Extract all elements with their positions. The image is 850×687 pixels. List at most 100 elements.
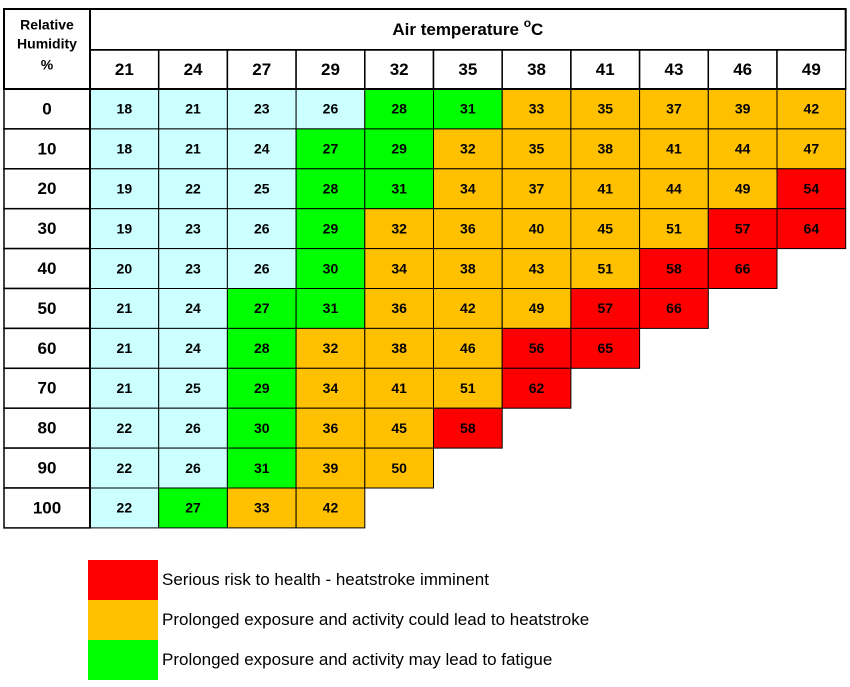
cell-value-label: 22 [185,180,201,196]
cell-value-label: 47 [804,141,820,157]
heat-cell [501,248,572,290]
heat-cell [364,168,434,210]
cell-value-label: 24 [185,300,201,316]
cell-value-label: 27 [185,500,201,516]
row-header-cell [3,447,91,489]
heat-cell [639,88,709,130]
cell-value-label: 23 [254,101,270,117]
heat-cell [501,88,572,130]
cell-value-label: 62 [529,380,545,396]
heat-cell [295,487,366,529]
cell-value-label: 29 [391,141,407,157]
heat-cell [158,248,228,290]
heat-cell [226,128,297,170]
cell-value-label: 21 [117,340,133,356]
cell-value-label: 65 [597,340,613,356]
row-header-label: % [41,57,54,73]
heat-cell [433,288,503,329]
cell-value-label: 36 [460,220,476,236]
heat-cell [226,487,297,529]
heat-cell [295,327,366,369]
legend-swatch-red [88,560,158,600]
column-header-cell [295,49,366,90]
heat-cell [295,168,366,210]
y-tick-label: 70 [38,379,57,398]
cell-value-label: 38 [597,141,613,157]
heat-cell [295,88,366,130]
heat-cell [570,288,641,329]
cell-value-label: 45 [391,420,407,436]
cell-value-label: 44 [666,180,682,196]
cell-value-label: 21 [185,141,201,157]
cell-value-label: 27 [254,300,270,316]
heat-cell [226,367,297,409]
heat-cell [226,208,297,250]
cell-value-label: 36 [391,300,407,316]
x-tick-label: 43 [664,60,683,79]
cell-value-label: 26 [254,220,270,236]
legend-label: Prolonged exposure and activity could le… [162,610,590,629]
x-tick-label: 21 [115,60,134,79]
y-tick-label: 0 [42,99,51,118]
cell-value-label: 34 [391,260,407,276]
heat-cell [295,367,366,409]
y-tick-label: 90 [38,459,57,478]
row-header-cell [3,207,91,250]
cell-value-label: 30 [254,420,270,436]
cell-value-label: 64 [804,220,820,236]
cell-value-label: 31 [391,180,407,196]
y-tick-label: 80 [38,419,57,438]
cell-value-label: 21 [117,380,133,396]
heat-cell [364,367,434,409]
cell-value-label: 21 [185,101,201,117]
legend-label: Prolonged exposure and activity may lead… [162,650,553,669]
heat-cell [364,128,434,170]
heat-cell [89,208,160,250]
cell-value-label: 39 [323,460,339,476]
heat-cell [364,447,434,489]
row-header-label: Humidity [17,36,77,52]
heat-cell [570,327,641,369]
legend-item-may-lead-fatigue: Prolonged exposure and activity may lead… [88,640,552,680]
cell-value-label: 66 [735,260,751,276]
cell-value-label: 51 [597,260,613,276]
heat-cell [158,128,228,170]
cell-value-label: 28 [323,180,339,196]
cell-value-label: 28 [254,340,270,356]
cell-value-label: 18 [117,141,133,157]
heat-cell [364,407,434,449]
legend-label: Serious risk to health - heatstroke immi… [162,570,489,589]
cell-value-label: 19 [117,220,133,236]
row-header-cell [3,287,91,330]
cell-value-label: 41 [666,141,682,157]
cell-value-label: 29 [323,220,339,236]
cell-value-label: 26 [254,260,270,276]
y-tick-label: 10 [38,139,57,158]
legend-swatch-orange [88,600,158,640]
heat-cell [501,367,572,409]
cell-value-label: 49 [735,180,751,196]
cell-value-label: 21 [117,300,133,316]
cell-value-label: 39 [735,101,751,117]
x-tick-label: 32 [390,60,409,79]
cell-value-label: 22 [117,460,133,476]
heat-cell [639,208,709,250]
cell-value-label: 29 [254,380,270,396]
heat-cell [707,168,778,210]
cell-value-label: 18 [117,101,133,117]
cell-value-label: 24 [185,340,201,356]
x-tick-label: 35 [458,60,477,79]
legend-item-serious-risk: Serious risk to health - heatstroke immi… [88,560,489,600]
x-tick-label: 41 [596,60,615,79]
heat-cell [295,407,366,449]
cell-value-label: 45 [597,220,613,236]
heat-cell [89,168,160,210]
cell-value-label: 30 [323,260,339,276]
cell-value-label: 22 [117,500,133,516]
x-tick-label: 38 [527,60,546,79]
cell-value-label: 34 [460,180,476,196]
cell-value-label: 26 [185,420,201,436]
heat-cell [433,367,503,409]
x-tick-label: 46 [733,60,752,79]
y-tick-label: 20 [38,179,57,198]
